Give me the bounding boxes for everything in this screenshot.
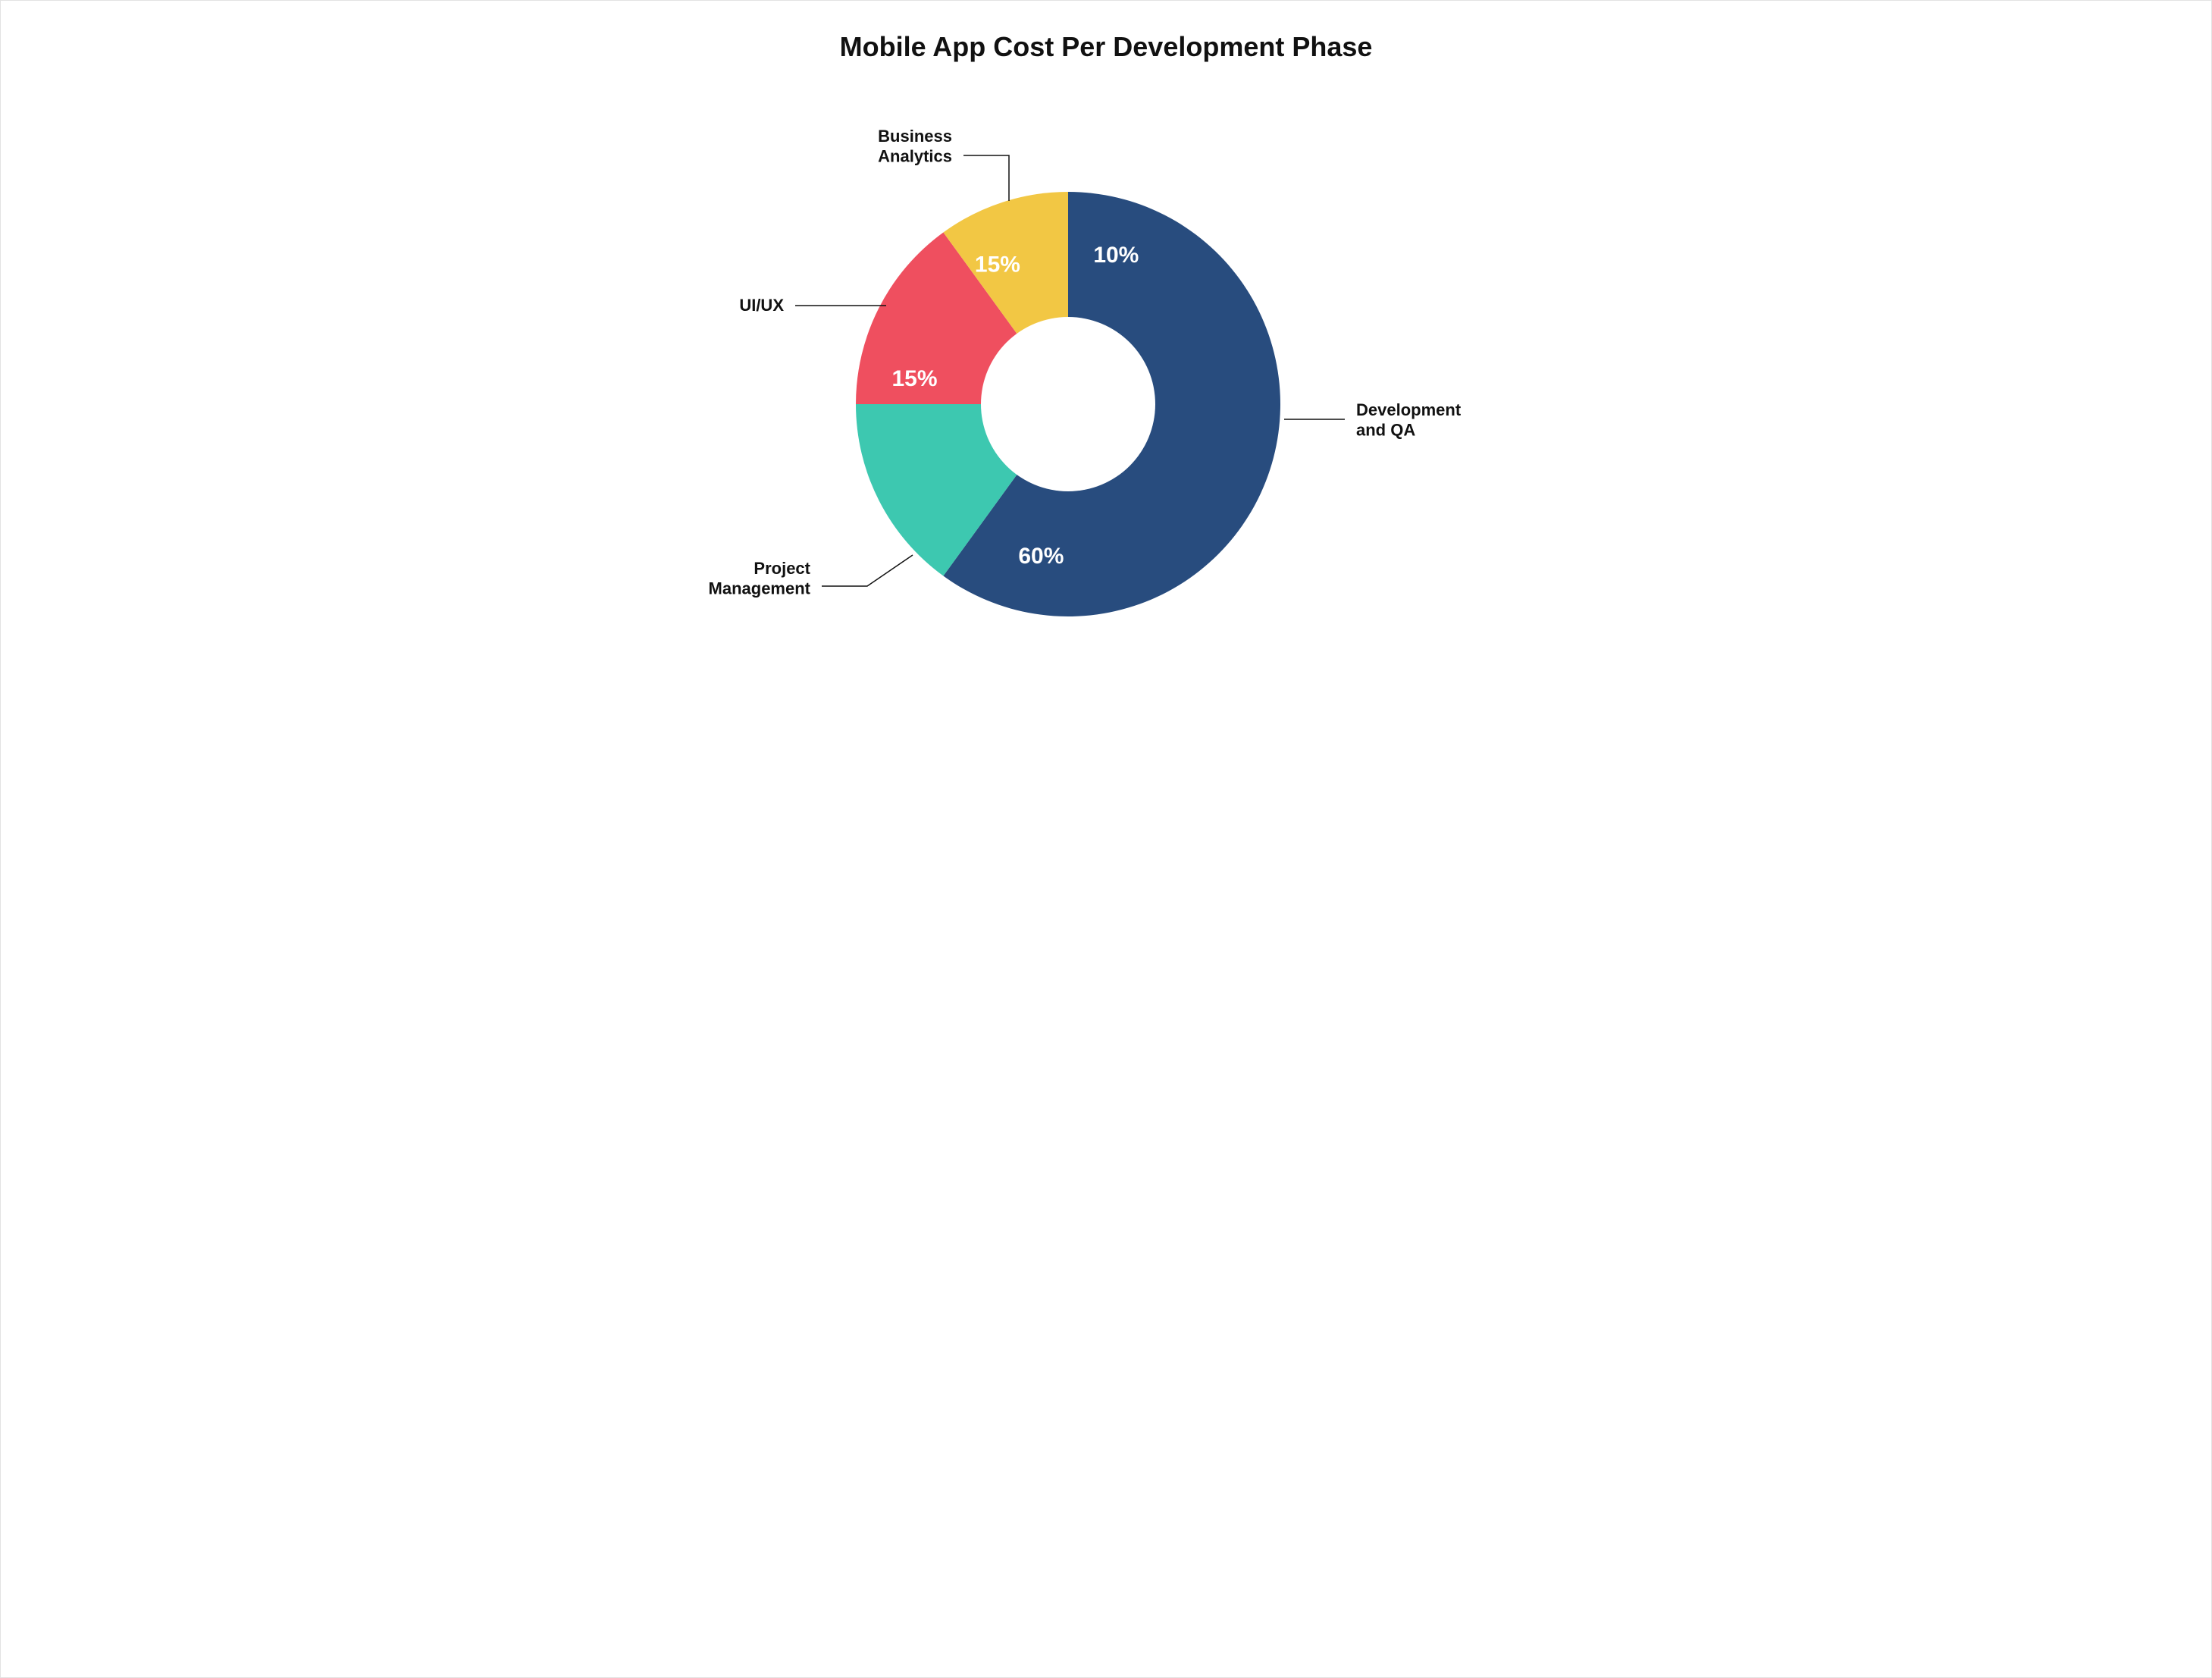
ext-label-development-qa: Developmentand QA — [1356, 400, 1462, 439]
leader-business-analytics — [963, 155, 1009, 201]
slice-label-project-management: 15% — [892, 366, 938, 391]
ext-label-project-management: ProjectManagement — [709, 559, 811, 597]
donut-hole — [981, 317, 1155, 491]
chart-frame: Mobile App Cost Per Development Phase 60… — [0, 0, 2212, 1678]
chart-title: Mobile App Cost Per Development Phase — [840, 31, 1373, 63]
leader-project-management — [822, 555, 913, 586]
ext-label-business-analytics: BusinessAnalytics — [878, 127, 952, 165]
chart-area: 60% 15% 15% 10% Developmentand QA ProjectMana… — [16, 86, 2196, 1662]
slice-label-ui-ux: 15% — [975, 252, 1020, 277]
slice-label-development-qa: 60% — [1018, 544, 1064, 569]
donut-chart: 60% 15% 15% 10% Developmentand QA ProjectMana… — [689, 86, 1523, 692]
slice-label-business-analytics: 10% — [1093, 243, 1139, 268]
ext-label-ui-ux: UI/UX — [739, 296, 784, 315]
